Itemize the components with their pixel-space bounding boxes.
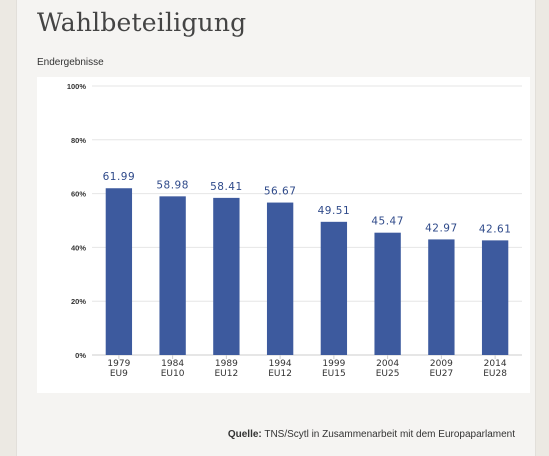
bar (159, 196, 186, 355)
source-text: TNS/Scytl in Zusammenarbeit mit dem Euro… (261, 429, 515, 440)
x-tick-label: 1984 (161, 359, 184, 369)
y-tick-label: 40% (71, 243, 86, 252)
bar (320, 221, 348, 355)
bar-value-label: 42.61 (479, 223, 512, 235)
bar (428, 239, 455, 355)
bar (213, 197, 240, 355)
bar-value-label: 49.51 (318, 205, 351, 217)
bar-value-label: 61.99 (103, 171, 136, 183)
chart-subtitle: Endergebnisse (37, 57, 104, 68)
bar (105, 188, 133, 355)
page-title: Wahlbeteiligung (37, 8, 247, 37)
x-tick-label: EU12 (268, 369, 292, 379)
x-tick-label: EU27 (430, 369, 454, 379)
source-label: Quelle: (227, 429, 262, 440)
y-tick-label: 20% (71, 297, 86, 306)
x-tick-label: 1989 (215, 359, 238, 369)
content-card: Wahlbeteiligung Endergebnisse 0% 20% 40% 60… (16, 0, 536, 456)
x-tick-label: EU10 (161, 369, 185, 379)
bar-value-label: 58.41 (210, 181, 243, 193)
y-tick-label: 60% (71, 190, 86, 199)
bar-value-label: 56.67 (264, 186, 297, 198)
bar-value-label: 45.47 (371, 216, 404, 228)
bar (266, 202, 294, 355)
bar (374, 232, 401, 355)
x-tick-label: 2004 (376, 359, 399, 369)
bar-value-label: 58.98 (156, 179, 189, 191)
bar (481, 240, 509, 355)
source-note: Quelle: TNS/Scytl in Zusammenarbeit mit … (228, 429, 515, 440)
bar-chart: 0%20%40%60%80%100%61.991979EU958.981984E… (67, 82, 522, 379)
x-tick-label: 2009 (430, 359, 453, 369)
y-tick-label: 0% (75, 351, 86, 360)
bar-value-label: 42.97 (425, 222, 458, 234)
chart-container: 0% 20% 40% 60% 80% 100% 61.99 1979 EU9 58.98 1984 E… (37, 77, 530, 393)
x-tick-label: 1999 (322, 359, 345, 369)
x-tick-label: EU28 (483, 369, 507, 379)
y-tick-label: 100% (67, 82, 87, 91)
x-tick-label: EU25 (376, 369, 400, 379)
x-tick-label: 1979 (107, 359, 130, 369)
x-tick-label: EU15 (322, 369, 346, 379)
x-tick-label: 1994 (269, 359, 292, 369)
x-tick-label: 2014 (484, 359, 507, 369)
x-tick-label: EU9 (110, 369, 128, 379)
x-tick-label: EU12 (215, 369, 239, 379)
y-tick-label: 80% (71, 136, 86, 145)
